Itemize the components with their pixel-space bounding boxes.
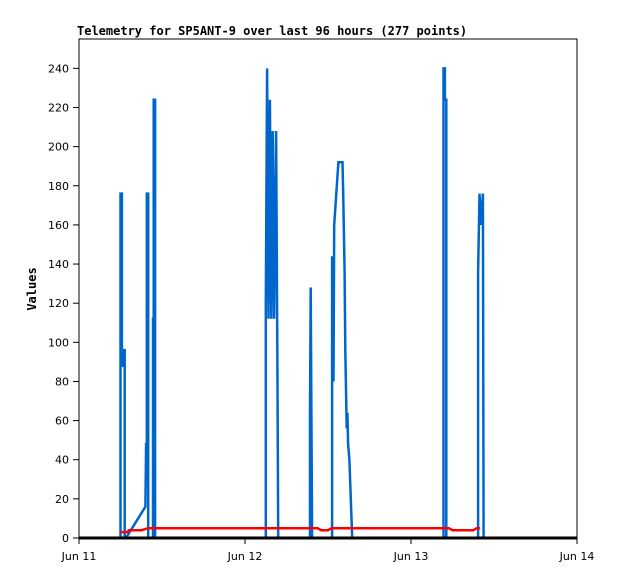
series-layer: [79, 67, 577, 540]
x-tick-label: Jun 14: [559, 550, 595, 563]
chart-title: Telemetry for SP5ANT-9 over last 96 hour…: [77, 24, 467, 38]
x-tick-label: Jun 13: [393, 550, 429, 563]
y-tick-label: 220: [48, 101, 69, 114]
y-tick-label: 80: [55, 375, 69, 388]
y-tick-label: 0: [62, 532, 69, 545]
y-tick-label: 180: [48, 180, 69, 193]
y-tick-label: 60: [55, 415, 69, 428]
y-tick-label: 100: [48, 336, 69, 349]
x-tick-label: Jun 11: [61, 550, 97, 563]
series-line-blue: [119, 67, 485, 540]
y-tick-label: 240: [48, 62, 69, 75]
series-line-red: [120, 526, 481, 534]
y-tick-label: 120: [48, 297, 69, 310]
y-tick-label: 200: [48, 141, 69, 154]
y-axis: 0 20 40 60 80 100 120 140 160 180 200 220 240: [48, 62, 79, 545]
x-tick-label: Jun 12: [227, 550, 263, 563]
y-tick-label: 160: [48, 219, 69, 232]
y-axis-label: Values: [25, 267, 39, 310]
y-tick-label: 20: [55, 493, 69, 506]
y-tick-label: 140: [48, 258, 69, 271]
y-tick-label: 40: [55, 454, 69, 467]
x-axis: Jun 11 Jun 12 Jun 13 Jun 14: [61, 538, 595, 563]
